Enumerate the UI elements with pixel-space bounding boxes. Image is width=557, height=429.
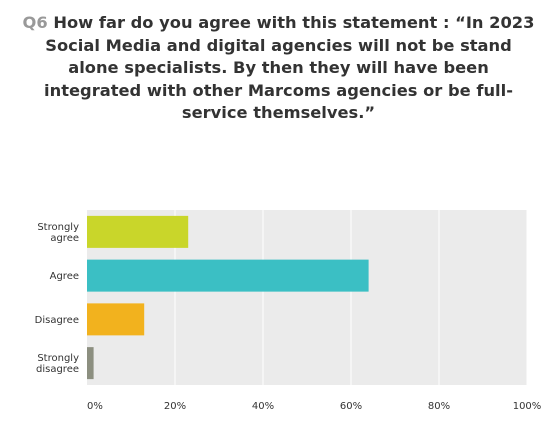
bar [87, 215, 189, 248]
category-label: Disagree [35, 315, 79, 326]
x-tick-label: 40% [252, 401, 274, 412]
question-number: Q6 [22, 13, 48, 32]
category-label: Strongly disagree [36, 353, 79, 375]
bar [87, 303, 145, 336]
x-tick-label: 60% [340, 401, 362, 412]
category-label: Agree [50, 271, 79, 282]
x-tick-label: 20% [164, 401, 186, 412]
x-tick-label: 80% [428, 401, 450, 412]
x-tick-label: 0% [87, 401, 103, 412]
x-tick-label: 100% [513, 401, 542, 412]
bar [87, 259, 369, 292]
question-text: How far do you agree with this statement… [44, 13, 535, 122]
bar [87, 347, 94, 380]
category-labels: Strongly agree Agree Disagree Strongly disagr… [35, 222, 79, 375]
bars [87, 215, 369, 380]
category-label: Strongly agree [37, 222, 79, 244]
chart-title: Q6 How far do you agree with this statem… [20, 12, 537, 125]
x-tick-labels: 0% 20% 40% 60% 80% 100% [87, 401, 541, 412]
